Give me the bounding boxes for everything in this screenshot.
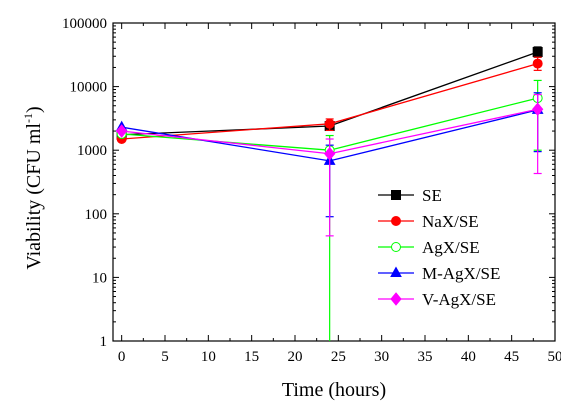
x-tick-label: 20 xyxy=(288,349,303,365)
legend-label: SE xyxy=(422,186,442,205)
x-tick-label: 45 xyxy=(504,349,519,365)
legend-label: NaX/SE xyxy=(422,212,479,231)
series-nax-se xyxy=(116,56,543,145)
y-tick-label: 100000 xyxy=(62,16,107,32)
x-tick-label: 10 xyxy=(201,349,216,365)
legend-label: V-AgX/SE xyxy=(422,290,496,309)
x-tick-label: 0 xyxy=(118,349,126,365)
legend-marker xyxy=(391,216,401,226)
data-point xyxy=(532,58,543,69)
y-axis-title-superscript: -1 xyxy=(21,113,35,123)
legend-marker xyxy=(390,292,402,306)
y-tick-label: 10 xyxy=(92,270,107,286)
data-point xyxy=(324,146,336,161)
legend-marker xyxy=(391,242,401,252)
y-tick-label: 1000 xyxy=(77,143,107,159)
x-tick-label: 30 xyxy=(374,349,389,365)
legend-label: AgX/SE xyxy=(422,238,480,257)
legend-marker xyxy=(390,266,402,277)
data-point xyxy=(324,118,335,129)
series-v-agx-se xyxy=(116,93,544,237)
legend-label: M-AgX/SE xyxy=(422,264,500,283)
y-axis-title-main: Viability (CFU ml xyxy=(23,123,45,270)
legend-marker xyxy=(391,190,401,200)
data-point xyxy=(532,102,544,117)
y-axis-title: Viability (CFU ml-1) xyxy=(21,106,45,269)
x-tick-label: 35 xyxy=(418,349,433,365)
x-tick-label: 15 xyxy=(244,349,259,365)
y-tick-label: 1 xyxy=(100,334,108,350)
plot-frame xyxy=(112,22,556,342)
x-axis-title: Time (hours) xyxy=(282,379,386,401)
x-tick-label: 5 xyxy=(161,349,169,365)
legend: SE NaX/SE AgX/SE M-AgX/SE V-AgX/SE xyxy=(378,186,500,309)
y-axis-title-close: ) xyxy=(23,106,45,113)
x-tick-label: 40 xyxy=(461,349,476,365)
y-tick-label: 10000 xyxy=(70,80,108,96)
data-point xyxy=(116,124,128,138)
data-point xyxy=(532,46,543,57)
x-tick-label: 50 xyxy=(548,349,561,365)
x-tick-label: 25 xyxy=(331,349,346,365)
y-tick-label: 100 xyxy=(85,207,108,223)
